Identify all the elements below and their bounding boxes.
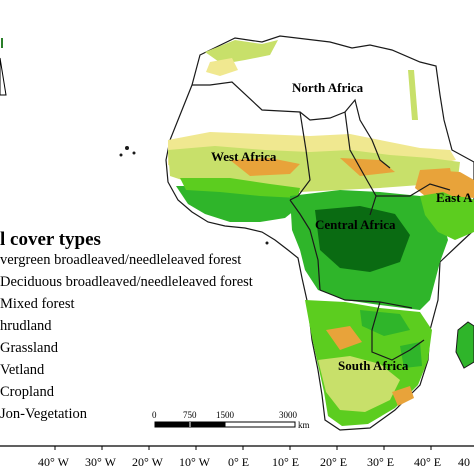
region-label-south-africa: South Africa [338,358,409,373]
legend-item-grassland: Grassland [0,340,58,356]
nile-strip [408,70,418,120]
region-label-west-africa: West Africa [211,149,277,164]
southern-shrub [326,326,414,406]
scale-unit: km [298,420,310,430]
region-boundaries [192,81,451,361]
west-africa-mixed [180,178,300,198]
southern-grass [318,356,400,412]
tick-label: 20° W [132,455,164,469]
scale-label-750: 750 [183,410,197,420]
tick-label: 30° E [367,455,394,469]
tick-label: 40° E [414,455,441,469]
island [265,241,269,245]
region-label-east-africa: East A [436,190,473,205]
legend-item-cropland: Cropland [0,384,54,400]
tick-label: 20° E [320,455,347,469]
legend-item-non-vegetation: Jon-Vegetation [0,406,87,422]
region-label-central-africa: Central Africa [315,217,396,232]
island [132,151,136,155]
axis-ticks [54,446,432,450]
scale-label-1500: 1500 [216,410,235,420]
legend-item-deciduous-forest: Deciduous broadleaved/needleleaved fores… [0,274,253,290]
scale-bar: 0 750 1500 3000 km [152,410,310,430]
tick-label: 40° W [38,455,70,469]
north-arrow [0,38,7,96]
legend-title: l cover types [0,229,101,250]
east-shrub [430,170,474,198]
east-highland-mixed [420,190,474,240]
madagascar [455,321,474,369]
legend-item-evergreen-forest: vergreen broadleaved/needleleaved forest [0,252,242,268]
island [119,153,123,157]
axis-tick-labels: 40° W 30° W 20° W 10° W 0° E 10° E 20° E… [38,455,470,469]
legend-item-mixed-forest: Mixed forest [0,296,75,312]
tick-label: 0° E [228,455,249,469]
scale-label-0: 0 [152,410,157,420]
tick-label: 10° E [272,455,299,469]
north-coast-crop [206,58,238,76]
tick-label: 30° W [85,455,117,469]
legend-item-shrubland: hrudland [0,318,52,334]
tick-label: 10° W [179,455,211,469]
region-label-north-africa: North Africa [292,80,364,95]
congo-dense-forest [315,206,410,272]
tick-label: 40 [458,455,470,469]
scale-label-3000: 3000 [279,410,298,420]
north-coast-vegetation [205,40,278,64]
island [125,146,129,150]
sahel-shrub-patches [230,158,455,200]
southern-forest-patches [360,310,422,368]
legend-item-wetland: Vetland [0,362,45,378]
